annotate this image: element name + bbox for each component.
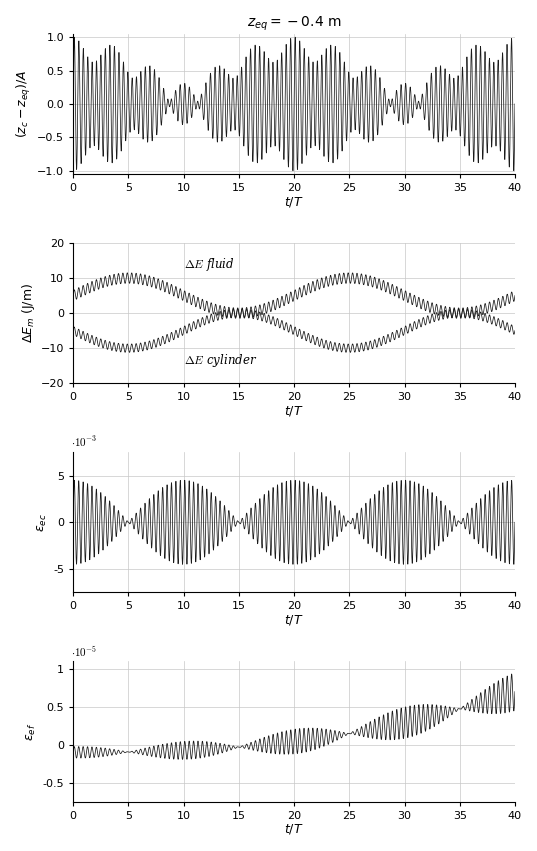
Text: $\cdot10^{-3}$: $\cdot10^{-3}$ — [71, 435, 97, 449]
X-axis label: $t/T$: $t/T$ — [284, 613, 304, 627]
Text: $\Delta E$ cylinder: $\Delta E$ cylinder — [184, 351, 257, 368]
Text: $\cdot10^{-5}$: $\cdot10^{-5}$ — [71, 643, 97, 659]
X-axis label: $t/T$: $t/T$ — [284, 403, 304, 418]
X-axis label: $t/T$: $t/T$ — [284, 195, 304, 208]
X-axis label: $t/T$: $t/T$ — [284, 822, 304, 836]
Y-axis label: $\Delta E_m$ (J/m): $\Delta E_m$ (J/m) — [19, 283, 37, 343]
Title: $z_{eq} = -0.4$ m: $z_{eq} = -0.4$ m — [246, 15, 342, 33]
Y-axis label: $\epsilon_{ef}$: $\epsilon_{ef}$ — [25, 722, 38, 740]
Text: $\Delta E$ fluid: $\Delta E$ fluid — [184, 256, 234, 273]
Y-axis label: $\epsilon_{ec}$: $\epsilon_{ec}$ — [36, 513, 49, 532]
Y-axis label: $(z_c - z_{eq})/A$: $(z_c - z_{eq})/A$ — [15, 70, 33, 138]
